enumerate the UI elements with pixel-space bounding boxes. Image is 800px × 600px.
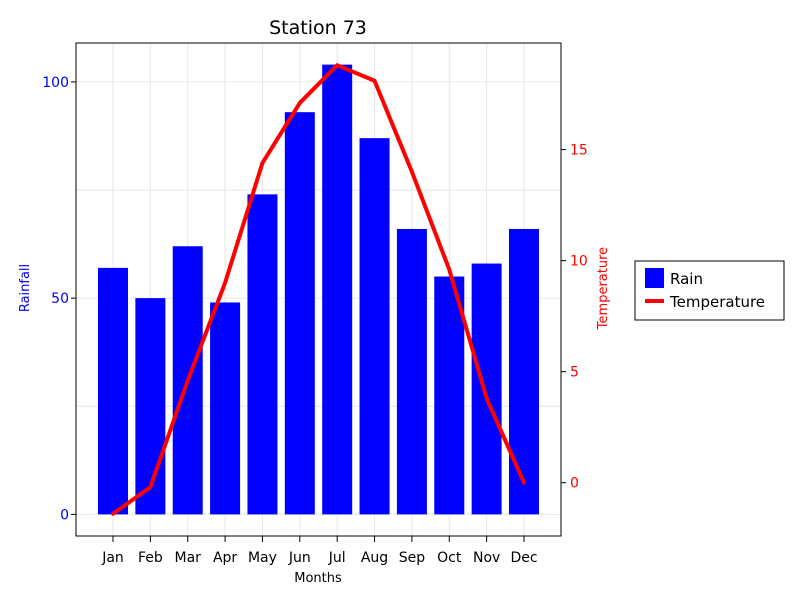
x-tick-label: Jul: [328, 550, 346, 566]
y-right-tick-label: 0: [570, 476, 579, 492]
y-right-tick-label: 10: [570, 254, 588, 270]
x-tick-label: Sep: [399, 550, 426, 566]
x-tick-label: Jun: [288, 550, 311, 566]
y-left-tick-label: 100: [42, 75, 69, 91]
x-axis-label: Months: [294, 571, 342, 586]
legend-temperature-label: Temperature: [669, 293, 765, 311]
rain-bar: [284, 112, 315, 515]
line-layer: [111, 63, 526, 516]
x-tick-label: Oct: [437, 550, 462, 566]
x-tick-label: Jan: [101, 550, 124, 566]
legend-rain-swatch: [645, 268, 664, 288]
rain-bar: [396, 228, 427, 515]
rain-bar: [322, 64, 353, 515]
x-tick-label: Aug: [361, 550, 388, 566]
temperature-line: [111, 63, 526, 516]
y-axis-right-label: Temperature: [596, 247, 611, 330]
x-tick-label: Nov: [473, 550, 500, 566]
rain-bar: [434, 276, 465, 515]
y-right-tick-label: 15: [570, 143, 588, 159]
rain-bar: [98, 267, 128, 515]
x-tick-label: Apr: [213, 550, 237, 566]
rain-bar: [210, 302, 241, 515]
x-tick-label: Dec: [510, 550, 537, 566]
rain-bar: [471, 263, 502, 515]
rain-bar: [359, 138, 390, 515]
right-axis-layer: 0 5 10 15: [561, 143, 588, 492]
y-left-tick-label: 50: [51, 291, 69, 307]
x-tick-label: Feb: [138, 550, 163, 566]
plot-frame: [75, 42, 562, 537]
left-axis-layer: 0 50 100: [42, 75, 76, 523]
x-ticks-layer: Jan Feb Mar Apr May Jun Jul Aug Sep Oct Nov Dec: [101, 536, 538, 566]
y-axis-left-label: Rainfall: [18, 264, 33, 312]
legend-rain-label: Rain: [670, 270, 703, 288]
rain-bar: [509, 228, 539, 515]
y-right-tick-label: 5: [570, 365, 579, 381]
rain-bar: [247, 194, 278, 515]
rain-bar: [135, 298, 166, 515]
x-tick-label: Mar: [175, 550, 202, 566]
x-tick-label: May: [248, 550, 277, 566]
y-left-tick-label: 0: [60, 507, 69, 523]
legend: Rain Temperature: [634, 260, 785, 321]
chart-title: Station 73: [269, 17, 367, 39]
